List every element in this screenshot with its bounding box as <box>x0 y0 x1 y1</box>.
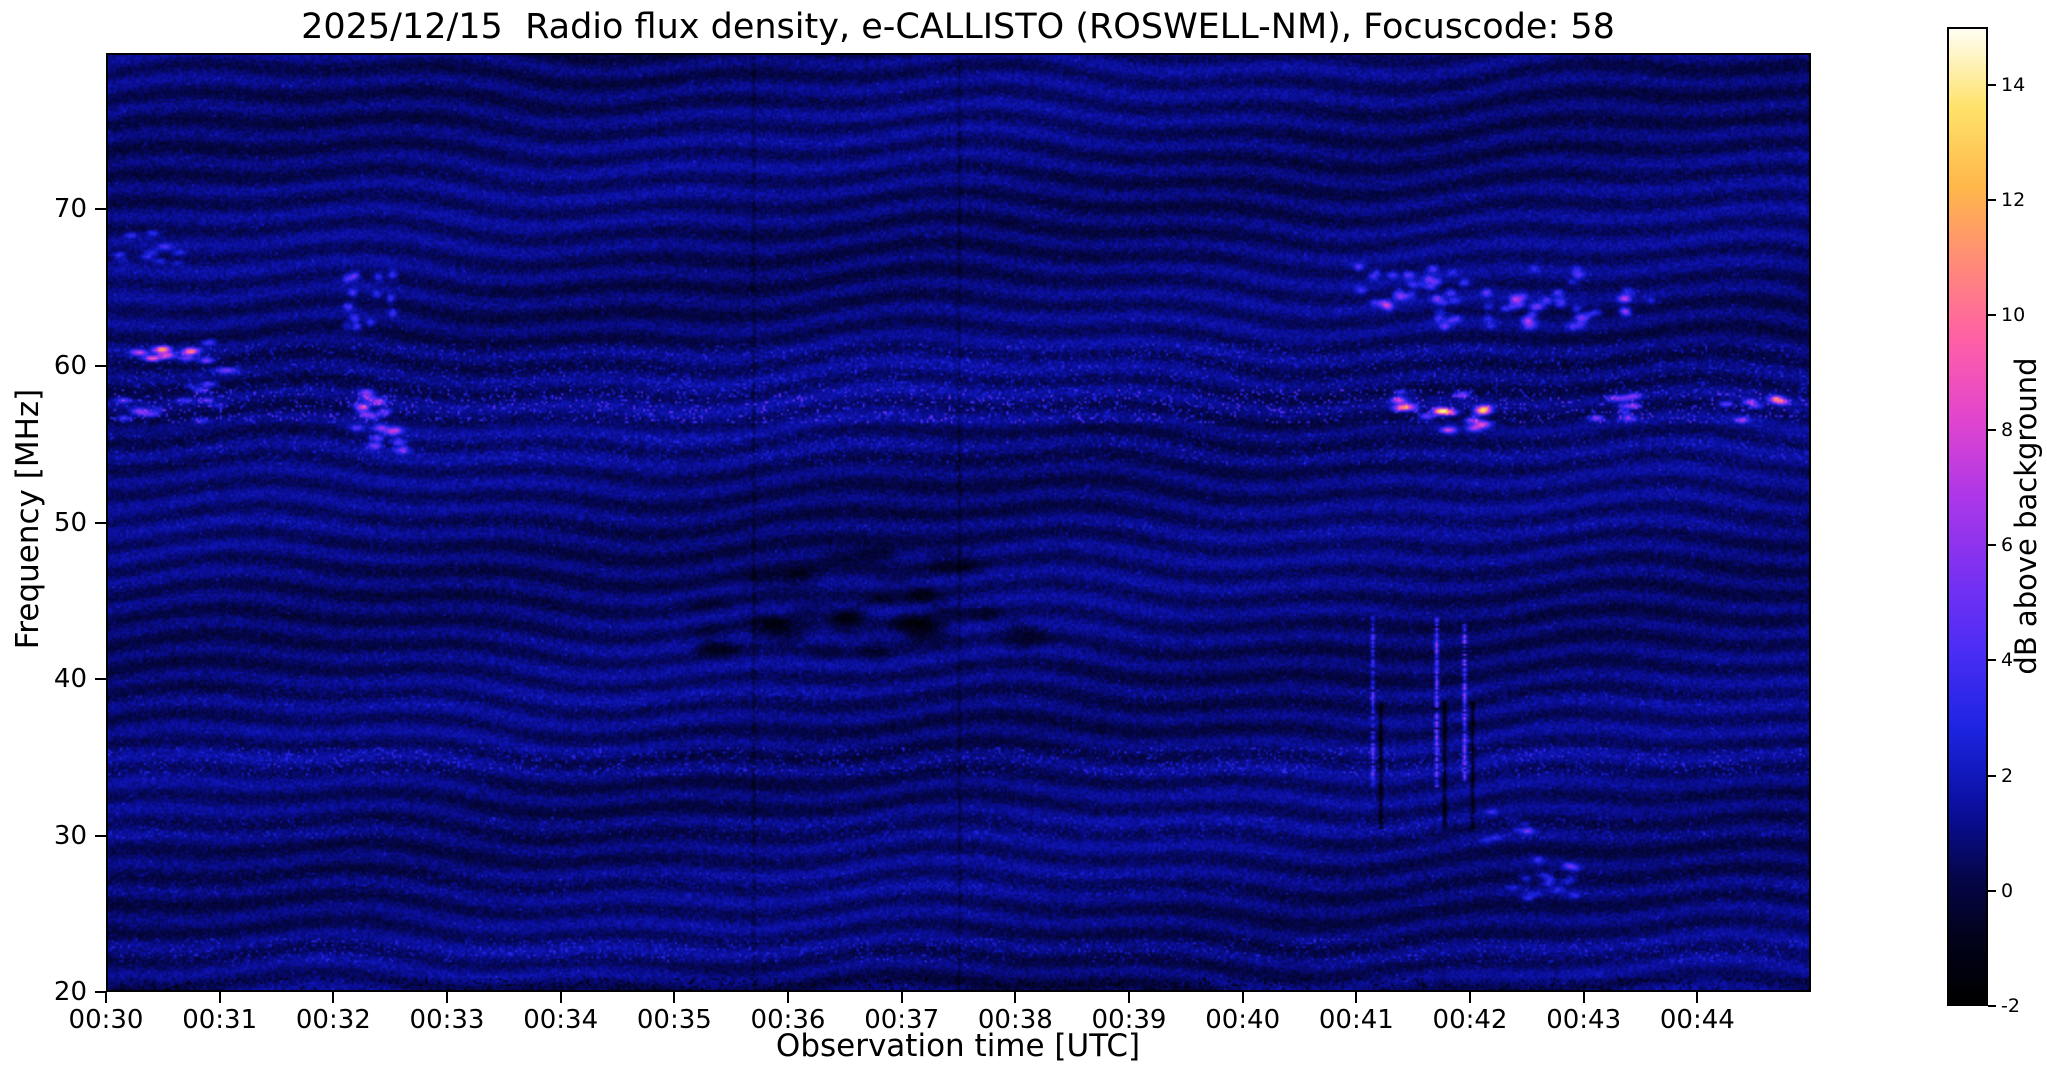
colorbar-tick-label: 6 <box>2001 534 2014 557</box>
x-tick-label: 00:42 <box>1432 1005 1508 1035</box>
x-tick-label: 00:35 <box>636 1005 712 1035</box>
y-tick-mark <box>95 991 106 993</box>
x-tick-mark <box>900 992 903 1003</box>
colorbar-ticks: -2 0 2 4 6 8 10 12 14 <box>1988 27 2046 1017</box>
chart-title: 2025/12/15 Radio flux density, e-CALLIST… <box>301 7 1615 47</box>
x-tick-label: 00:31 <box>182 1005 258 1035</box>
y-tick-mark <box>95 364 106 367</box>
y-axis-ticks: 20 30 40 50 60 70 <box>0 53 106 1007</box>
colorbar-tick-mark <box>1988 774 1996 777</box>
x-tick-label: 00:30 <box>68 1005 144 1035</box>
x-tick-label: 00:34 <box>523 1005 599 1035</box>
colorbar-tick-mark <box>1988 198 1996 201</box>
colorbar-tick-label: 0 <box>2001 879 2014 902</box>
x-tick-label: 00:41 <box>1318 1005 1394 1035</box>
x-tick-mark <box>1014 992 1017 1003</box>
x-tick-label: 00:33 <box>409 1005 485 1035</box>
x-tick-mark <box>1128 992 1130 1003</box>
x-tick-label: 00:32 <box>295 1005 371 1035</box>
x-axis-ticks: 00:30 00:31 00:32 00:33 00:34 00:35 00:36 00:37… <box>69 992 1811 1062</box>
colorbar-tick-mark <box>1988 889 1996 892</box>
y-tick-mark <box>95 521 106 524</box>
colorbar-tick-label: 4 <box>2001 649 2014 672</box>
y-tick-label: 30 <box>53 820 87 851</box>
x-tick-mark <box>1582 992 1585 1003</box>
x-tick-mark <box>105 992 107 1003</box>
x-tick-mark <box>1696 992 1699 1003</box>
y-tick-mark <box>95 208 106 211</box>
x-tick-mark <box>787 992 789 1003</box>
colorbar-tick-mark <box>1988 1005 1996 1007</box>
x-tick-mark <box>673 992 676 1003</box>
x-tick-mark <box>1241 992 1244 1003</box>
colorbar-tick-mark <box>1988 544 1996 547</box>
x-tick-label: 00:40 <box>1205 1005 1281 1035</box>
x-tick-label: 00:38 <box>977 1005 1053 1035</box>
x-tick-mark <box>446 992 448 1003</box>
y-tick-label: 40 <box>53 663 87 694</box>
x-tick-label: 00:44 <box>1659 1005 1735 1035</box>
colorbar-tick-label: 14 <box>2001 73 2026 96</box>
x-tick-mark <box>1469 992 1471 1003</box>
colorbar-tick-label: 2 <box>2001 764 2014 787</box>
x-axis-label: Observation time [UTC] <box>775 1028 1141 1064</box>
colorbar-tick-mark <box>1988 313 1996 316</box>
y-tick-mark <box>95 677 106 680</box>
spectrogram-canvas <box>108 55 1809 990</box>
spectrogram-plot <box>106 53 1811 992</box>
y-tick-label: 60 <box>53 350 87 381</box>
x-tick-label: 00:36 <box>750 1005 826 1035</box>
colorbar-tick-mark <box>1988 429 1996 432</box>
y-tick-label: 70 <box>53 194 87 225</box>
x-tick-label: 00:39 <box>1091 1005 1167 1035</box>
colorbar-tick-label: -2 <box>2001 995 2020 1017</box>
y-tick-label: 20 <box>53 977 87 1007</box>
colorbar-canvas <box>1949 29 1986 1004</box>
colorbar-tick-label: 12 <box>2001 188 2026 211</box>
y-tick-mark <box>95 834 106 837</box>
y-tick-label: 50 <box>53 507 87 538</box>
x-tick-mark <box>218 992 221 1003</box>
colorbar-tick-mark <box>1988 83 1996 86</box>
x-tick-mark <box>332 992 335 1003</box>
colorbar-tick-label: 8 <box>2001 419 2014 442</box>
colorbar <box>1947 27 1988 1006</box>
x-tick-label: 00:37 <box>864 1005 940 1035</box>
colorbar-label: dB above background <box>2009 357 2043 675</box>
x-tick-mark <box>1355 992 1358 1003</box>
x-tick-mark <box>559 992 562 1003</box>
colorbar-tick-mark <box>1988 659 1996 662</box>
x-tick-label: 00:43 <box>1546 1005 1622 1035</box>
colorbar-tick-label: 10 <box>2001 303 2026 326</box>
